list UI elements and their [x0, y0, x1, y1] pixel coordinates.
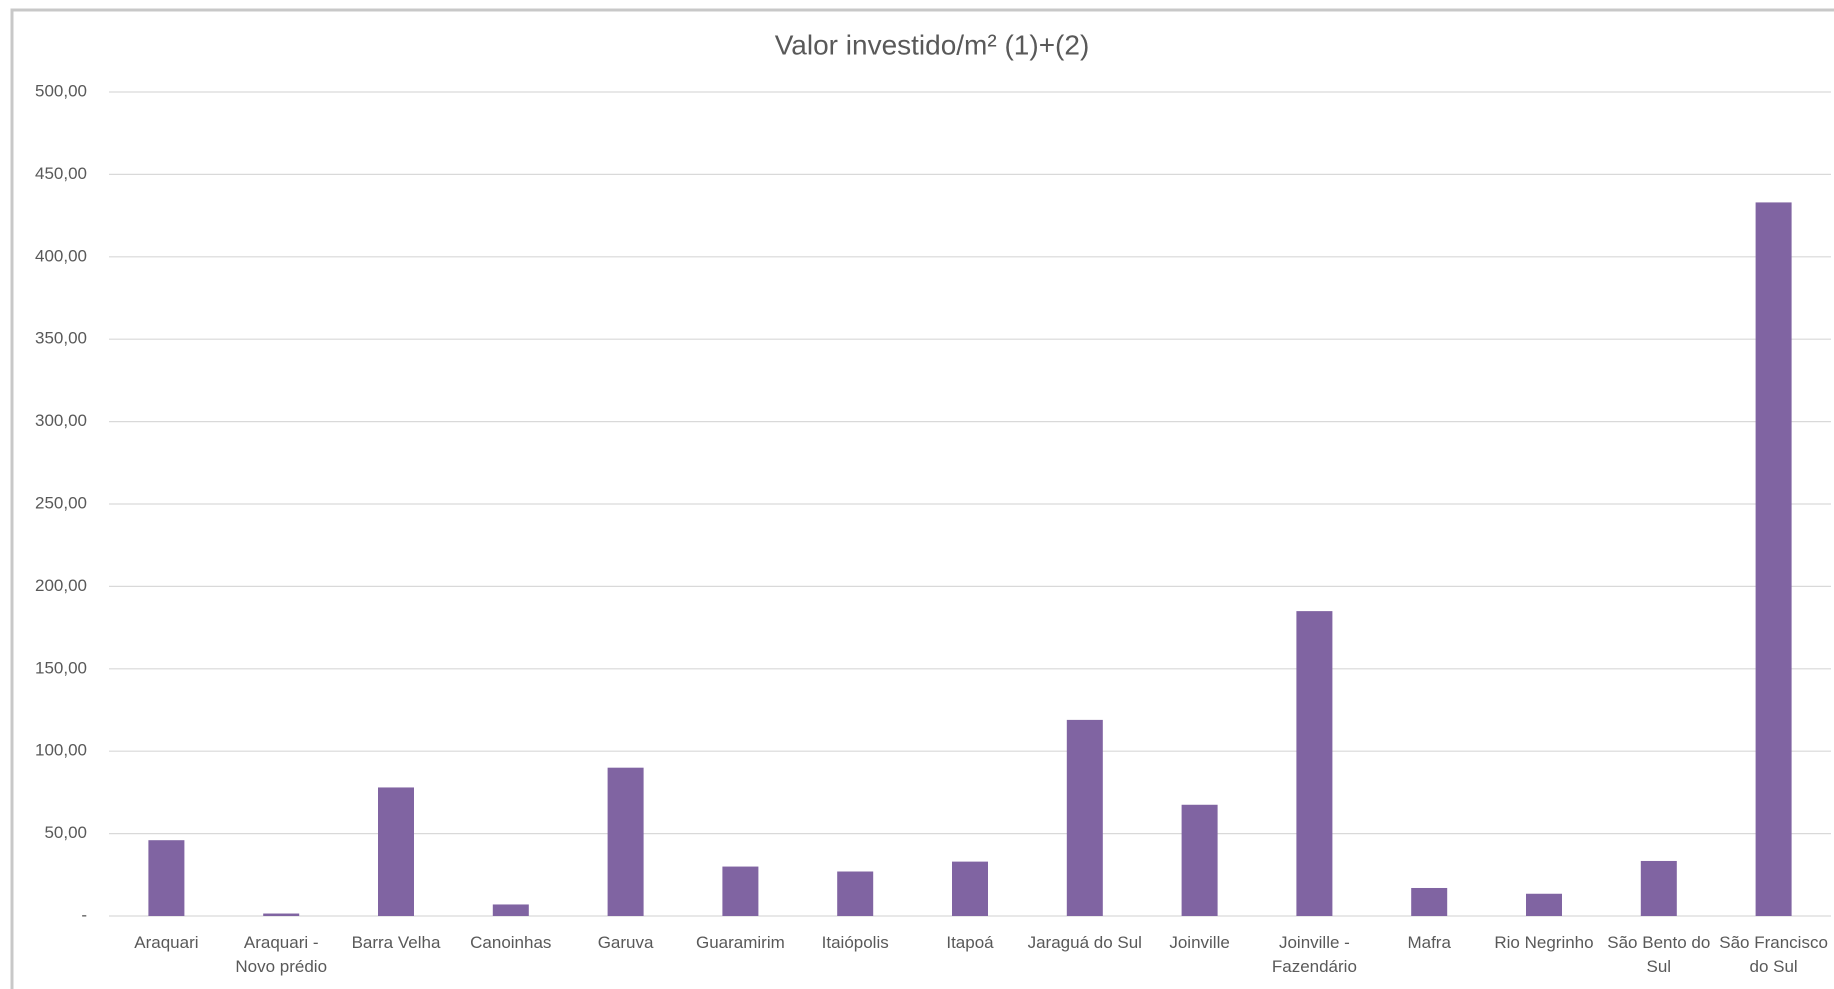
x-tick-label-box: São Bento do Sul — [1607, 933, 1711, 976]
bar — [837, 871, 874, 916]
chart-frame — [10, 8, 1834, 989]
x-tick-label-box: Joinville - Fazendário — [1271, 933, 1357, 976]
x-tick-label: São Bento do Sul — [1607, 933, 1711, 976]
bar — [263, 913, 300, 916]
x-tick-label-box: Araquari - Novo prédio — [235, 933, 328, 976]
x-tick-label: Guaramirim — [696, 933, 785, 952]
x-tick-label-box: Mafra — [1407, 933, 1451, 952]
x-tick-label: Mafra — [1407, 933, 1451, 952]
bar — [607, 767, 644, 916]
bar — [492, 904, 529, 916]
x-tick-label: Barra Velha — [351, 933, 441, 952]
x-tick-label-box: Rio Negrinho — [1494, 933, 1594, 952]
x-tick-label: Garuva — [597, 933, 654, 952]
y-tick-label: 500,00 — [35, 81, 87, 100]
bar — [722, 866, 759, 916]
y-tick-label: 450,00 — [35, 164, 87, 183]
x-tick-label: Araquari - Novo prédio — [235, 933, 328, 976]
y-tick-label: - — [81, 905, 87, 924]
x-tick-label-box: Jaraguá do Sul — [1027, 933, 1142, 952]
x-tick-label-box: Araquari — [134, 933, 199, 952]
y-tick-label: 150,00 — [35, 658, 87, 677]
y-tick-label: 350,00 — [35, 329, 87, 348]
x-tick-label: Joinville — [1169, 933, 1230, 952]
x-tick-label-box: Itaiópolis — [821, 933, 889, 952]
x-tick-label: Joinville - Fazendário — [1271, 933, 1357, 976]
bar — [1640, 860, 1677, 916]
x-tick-label-box: Guaramirim — [696, 933, 785, 952]
bar — [1066, 719, 1103, 916]
bar — [1296, 611, 1333, 916]
y-tick-label: 200,00 — [35, 576, 87, 595]
bar — [1526, 893, 1562, 916]
x-tick-label-box: Joinville — [1169, 933, 1230, 952]
x-tick-label-box: Barra Velha — [351, 933, 441, 952]
y-tick-label: 100,00 — [35, 741, 87, 760]
y-tick-label: 300,00 — [35, 411, 87, 430]
y-tick-label: 400,00 — [35, 246, 87, 265]
x-tick-label-box: Itapoá — [946, 933, 994, 952]
x-tick-label: Itapoá — [946, 933, 994, 952]
x-tick-label: Araquari — [134, 933, 199, 952]
x-tick-label: Canoinhas — [470, 933, 552, 952]
x-tick-label-box: São Francisco do Sul — [1719, 933, 1828, 976]
x-tick-label-box: Garuva — [597, 933, 654, 952]
bar — [1755, 202, 1792, 916]
y-tick-label: 250,00 — [35, 493, 87, 512]
y-tick-label: 50,00 — [44, 823, 87, 842]
chart-title: Valor investido/m² (1)+(2) — [775, 29, 1090, 60]
x-tick-label: São Francisco do Sul — [1719, 933, 1828, 976]
x-tick-label: Itaiópolis — [821, 933, 889, 952]
bar — [1411, 887, 1448, 916]
bar — [378, 787, 414, 916]
x-tick-label: Jaraguá do Sul — [1027, 933, 1142, 952]
x-tick-label: Rio Negrinho — [1494, 933, 1594, 952]
bar — [148, 840, 185, 916]
x-tick-label-box: Canoinhas — [470, 933, 552, 952]
bar — [1181, 804, 1218, 916]
bar — [952, 861, 988, 916]
